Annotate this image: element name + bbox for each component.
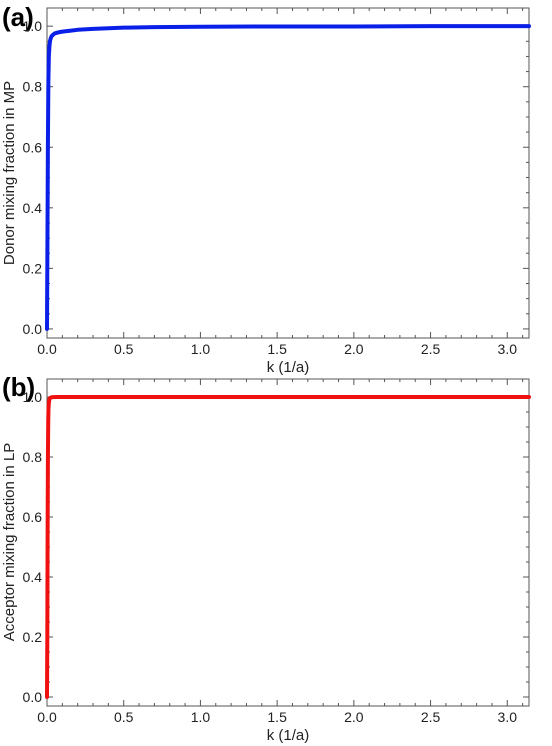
panel-b-x-tick-label: 0.0 <box>37 709 57 725</box>
panel-a-label: (a) <box>2 2 34 32</box>
panel-b-ticks <box>46 379 529 706</box>
panel-a-y-tick-label: 0.6 <box>23 139 43 155</box>
panel-b-y-tick-label: 0.0 <box>23 689 43 705</box>
panel-a-x-tick-label: 1.5 <box>267 341 287 357</box>
panel-b-x-tick-label: 2.5 <box>421 709 441 725</box>
panel-a-x-tick-label: 1.0 <box>191 341 211 357</box>
panel-a-x-axis-label: k (1/a) <box>267 359 310 376</box>
panel-b-y-tick-label: 0.4 <box>23 569 43 585</box>
panel-b-x-tick-label: 0.5 <box>114 709 134 725</box>
panel-b-y-axis-label: Acceptor mixing fraction in LP <box>1 443 18 641</box>
panel-b-series <box>45 395 531 699</box>
panel-b-x-tick-label: 2.0 <box>344 709 364 725</box>
panel-a-ticks <box>46 8 529 338</box>
panel-b-x-axis-label: k (1/a) <box>267 727 310 744</box>
panel-a-y-tick-label: 0.4 <box>23 200 43 216</box>
panel-a-x-tick-label: 2.5 <box>421 341 441 357</box>
panel-a-series <box>45 24 531 331</box>
panel-a-y-axis-label: Donor mixing fraction in MP <box>1 81 18 265</box>
panel-a-x-tick-label: 0.5 <box>114 341 134 357</box>
panel-a-tick-labels: 0.0 0.5 1.0 1.5 2.0 2.5 3.0 0.0 0.2 0.4 0.6 0.8 1.0 <box>23 18 518 357</box>
panel-a-series-line <box>45 24 531 331</box>
panel-b-label: (b) <box>2 372 35 402</box>
panel-b-y-tick-label: 0.8 <box>23 449 43 465</box>
panel-a-y-tick-label: 1.0 <box>23 18 43 34</box>
panel-b-y-tick-label: 0.6 <box>23 509 43 525</box>
panel-b-chart: (b) 0.0 0.5 1.0 1.5 2.0 2.5 3.0 0.0 0.2 0.4 0.6 0.8… <box>1 372 531 744</box>
panel-b-y-tick-label: 1.0 <box>23 389 43 405</box>
panel-a-x-tick-label: 2.0 <box>344 341 364 357</box>
panel-b-tick-labels: 0.0 0.5 1.0 1.5 2.0 2.5 3.0 0.0 0.2 0.4 0.6 0.8 1.0 <box>23 389 518 725</box>
panel-a-y-tick-label: 0.2 <box>23 260 43 276</box>
panel-b-x-tick-label: 1.0 <box>191 709 211 725</box>
panel-b-x-tick-label: 1.5 <box>267 709 287 725</box>
panel-a-y-tick-label: 0.0 <box>23 321 43 337</box>
panel-b-series-line <box>45 395 531 699</box>
panel-b-x-tick-label: 3.0 <box>498 709 518 725</box>
panel-b-y-tick-label: 0.2 <box>23 629 43 645</box>
panel-b-plot-frame <box>46 378 530 707</box>
panel-a-y-tick-label: 0.8 <box>23 79 43 95</box>
panel-a-x-tick-label: 3.0 <box>498 341 518 357</box>
panel-a-chart: (a) 0.0 0.5 1.0 1.5 2.0 2.5 3.0 0.0 0.2 0.4 0.6 0.8… <box>1 2 531 376</box>
panel-a-x-tick-label: 0.0 <box>37 341 57 357</box>
panel-a-plot-frame <box>46 7 530 339</box>
